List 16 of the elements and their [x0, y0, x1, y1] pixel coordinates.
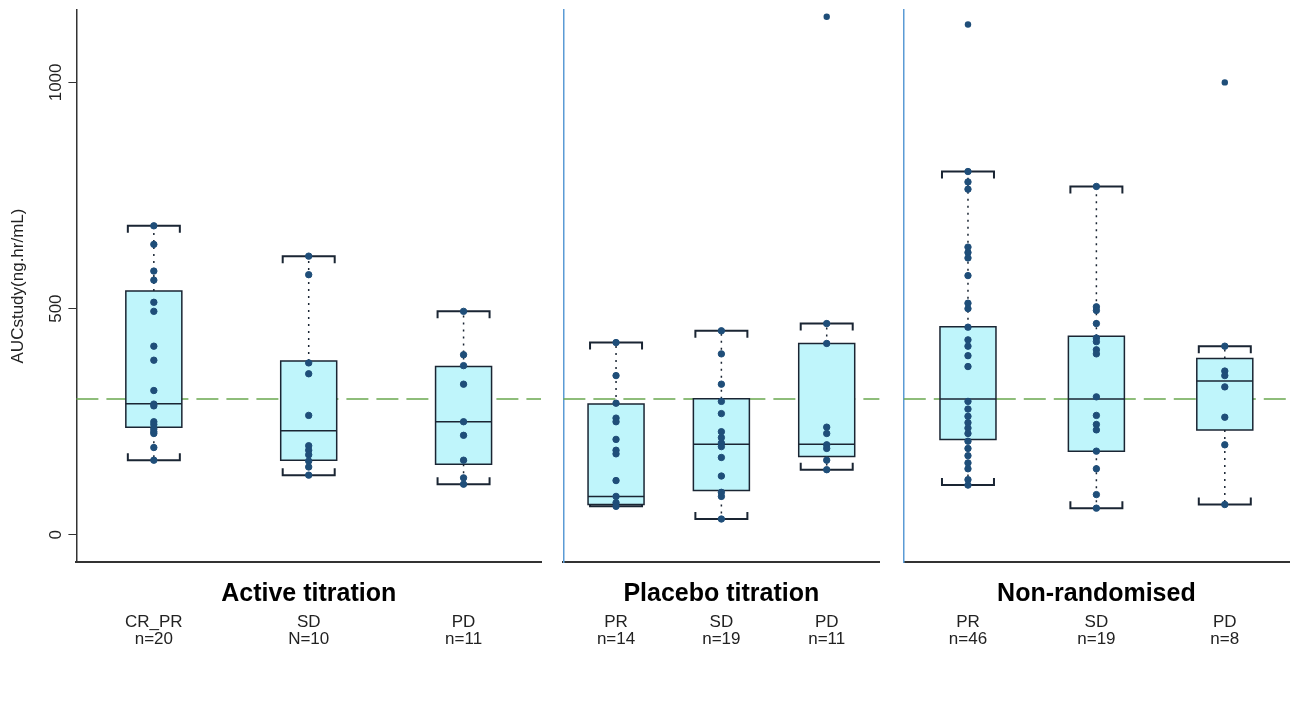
y-tick-label: 0 [45, 530, 65, 540]
x-tick-label: SD n=19 [702, 612, 741, 649]
x-tick-label: SD n=19 [1077, 612, 1116, 649]
y-tick-label: 500 [45, 294, 65, 323]
x-tick-label: PD n=11 [445, 612, 483, 649]
x-tick-label: PR n=14 [596, 612, 636, 649]
x-tick-label: CR_PR n=20 [125, 612, 183, 649]
x-axis-title: Active titration [221, 578, 397, 607]
x-axis-title: Placebo titration [623, 578, 820, 607]
x-tick-label: PD n=11 [808, 612, 846, 649]
y-tick-label: 1000 [45, 63, 65, 102]
x-axis-title: Non-randomised [997, 578, 1196, 607]
x-tick-label: SD N=10 [288, 612, 330, 649]
x-tick-label: PR n=46 [948, 612, 988, 649]
y-axis-title: AUCstudy(ng.hr/mL) [7, 208, 27, 364]
x-tick-label: PD n=8 [1210, 612, 1240, 649]
